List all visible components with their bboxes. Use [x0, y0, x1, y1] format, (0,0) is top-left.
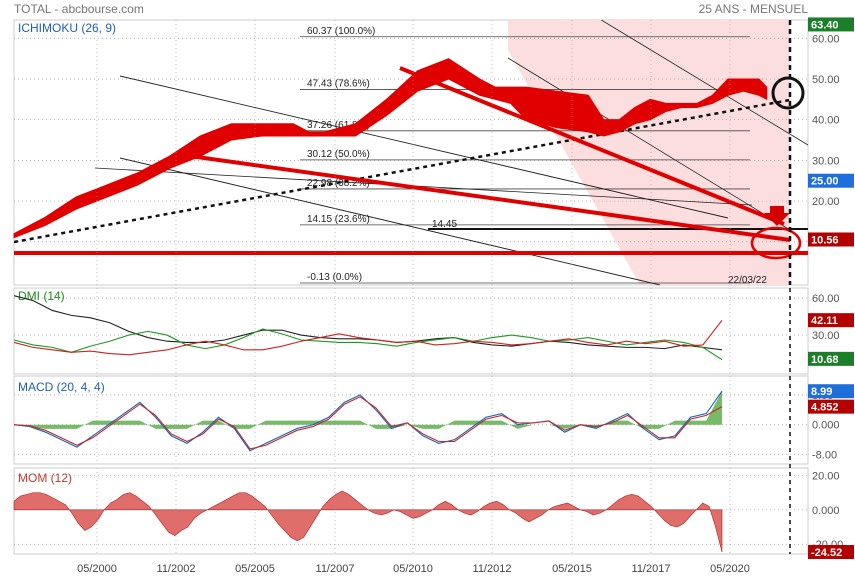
- momentum-value-badges: -24.52: [808, 545, 854, 559]
- pivot-circle: [771, 76, 805, 110]
- dmi-y-tick: 60.00: [812, 293, 840, 305]
- dmi-y-tick: 30.00: [812, 330, 840, 342]
- ichimoku-title: ICHIMOKU (26, 9): [18, 21, 116, 35]
- macd-y-ticks: 8.000.000-8.00: [812, 390, 840, 462]
- x-axis: 05/2000 11/2002 05/2005 11/2007 05/2010 11/20…: [77, 20, 750, 575]
- ichimoku-y-tick: 60.00: [812, 33, 840, 45]
- ichimoku-y-tick: 40.00: [812, 115, 840, 127]
- macd-y-tick: -8.00: [812, 450, 837, 462]
- ichimoku-value-badge: 10.56: [811, 234, 839, 246]
- momentum-area-fill: [13, 490, 723, 553]
- dmi-title: DMI (14): [18, 289, 65, 303]
- dmi-value-badge-bg: [808, 351, 854, 366]
- chart-source-title: TOTAL - abcbourse.com: [14, 2, 144, 16]
- trend-lines: [14, 20, 808, 285]
- macd-value-badge-bg: [808, 384, 854, 399]
- ichimoku-y-tick: 30.00: [812, 155, 840, 167]
- macd-value-badges: 8.99 4.852: [808, 384, 854, 414]
- dmi-value-badge-bg: [808, 313, 854, 328]
- bearish-zone-fill: [508, 20, 790, 285]
- bearish-channel-zone: [508, 20, 790, 285]
- x-tick-label: 11/2012: [473, 563, 512, 575]
- macd-value-badge-bg: [808, 399, 854, 414]
- dmi-lines: [13, 295, 723, 361]
- chart-period-label: 25 ANS - MENSUEL: [699, 2, 809, 16]
- momentum-area: [13, 490, 723, 553]
- fibonacci-label: 37.26 (61.8%): [307, 120, 370, 131]
- ichimoku-value-badge: 25.00: [811, 176, 839, 188]
- momentum-panel: MOM (12) 20.000.000-20.00 -24.52: [13, 467, 854, 559]
- trend-line: [507, 57, 791, 231]
- level-14-45-label: 14.45: [432, 219, 457, 230]
- ichimoku-value-badge: 63.40: [811, 19, 839, 31]
- momentum-y-ticks: 20.000.000-20.00: [812, 470, 843, 551]
- fibonacci-label: 30.12 (50.0%): [307, 149, 370, 160]
- trend-line: [119, 75, 729, 219]
- ichimoku-y-tick: 50.00: [812, 74, 840, 86]
- dmi-dmi_minus-line: [13, 319, 723, 356]
- fibonacci-label: 14.15 (23.6%): [307, 214, 370, 225]
- momentum-y-tick: 20.00: [812, 470, 840, 482]
- macd-y-tick: 0.000: [812, 420, 840, 432]
- macd-value-badge: 4.852: [811, 402, 839, 414]
- fibonacci-label: 47.43 (78.6%): [307, 78, 370, 89]
- dmi-y-ticks: 60.00 30.00: [812, 293, 840, 342]
- fibonacci-label: -0.13 (0.0%): [307, 272, 362, 283]
- ichimoku-value-badge-bg: [808, 173, 854, 188]
- dmi-value-badges: 42.11 10.68: [808, 313, 854, 366]
- x-tick-label: 05/2010: [393, 563, 433, 575]
- macd-histogram-area: [14, 391, 722, 429]
- ichimoku-y-grid: [14, 37, 808, 243]
- down-arrow-icon: [764, 206, 790, 226]
- trend-line: [600, 20, 808, 146]
- dmi-value-badge: 10.68: [811, 354, 839, 366]
- dmi-panel-frame: [13, 287, 809, 375]
- x-tick-label: 05/2015: [552, 563, 592, 575]
- descending-support-line: [189, 154, 791, 242]
- momentum-y-tick: 0.000: [812, 505, 840, 517]
- x-tick-label: 05/2020: [710, 563, 750, 575]
- x-tick-label: 05/2005: [235, 563, 275, 575]
- macd-value-badge: 8.99: [811, 386, 832, 398]
- ichimoku-y-tick: 20.00: [812, 196, 840, 208]
- macd-panel-frame: [13, 375, 809, 465]
- target-circle: [750, 226, 802, 260]
- ichimoku-cloud: [13, 58, 768, 239]
- ichimoku-value-badge-bg: [808, 17, 854, 32]
- trend-line: [119, 157, 661, 285]
- dmi-panel: DMI (14) 60.00 30.00 42.11 10.68: [13, 287, 854, 375]
- macd-histogram: [14, 391, 722, 429]
- x-tick-label: 11/2007: [316, 563, 355, 575]
- descending-resistance-line: [399, 66, 785, 226]
- macd-lines: [13, 390, 723, 452]
- ichimoku-panel: ICHIMOKU (26, 9) 60.37 (100.0%) 47.43 (78…: [13, 17, 854, 286]
- x-tick-label: 11/2002: [157, 563, 196, 575]
- date-annotation: 22/03/22: [728, 275, 767, 286]
- momentum-value-badge-bg: [808, 545, 854, 559]
- macd-panel: MACD (20, 4, 4) 8.000.000-8.00 8.994.852: [13, 375, 854, 465]
- x-tick-label: 11/2017: [632, 563, 671, 575]
- ichimoku-value-badges: 63.40 25.00 10.56: [808, 17, 854, 247]
- momentum-title: MOM (12): [18, 471, 72, 485]
- momentum-panel-frame: [13, 467, 809, 555]
- macd-signal-line: [13, 396, 723, 450]
- fibonacci-label: 60.37 (100.0%): [307, 26, 375, 37]
- dmi-value-badge: 42.11: [811, 315, 838, 327]
- macd-title: MACD (20, 4, 4): [18, 380, 105, 394]
- ichimoku-value-badge-bg: [808, 232, 854, 247]
- ichimoku-annotations: [14, 20, 808, 285]
- trend-line: [94, 167, 753, 206]
- dmi-dmi_plus-line: [13, 328, 723, 361]
- dotted-support-line: [14, 98, 791, 244]
- ichimoku-panel-frame: [13, 19, 809, 286]
- dmi-y-grid: [14, 297, 808, 336]
- momentum-value-badge: -24.52: [811, 547, 842, 559]
- cloud-band: [13, 58, 768, 239]
- x-tick-label: 05/2000: [77, 563, 117, 575]
- dmi-adx-line: [13, 295, 723, 351]
